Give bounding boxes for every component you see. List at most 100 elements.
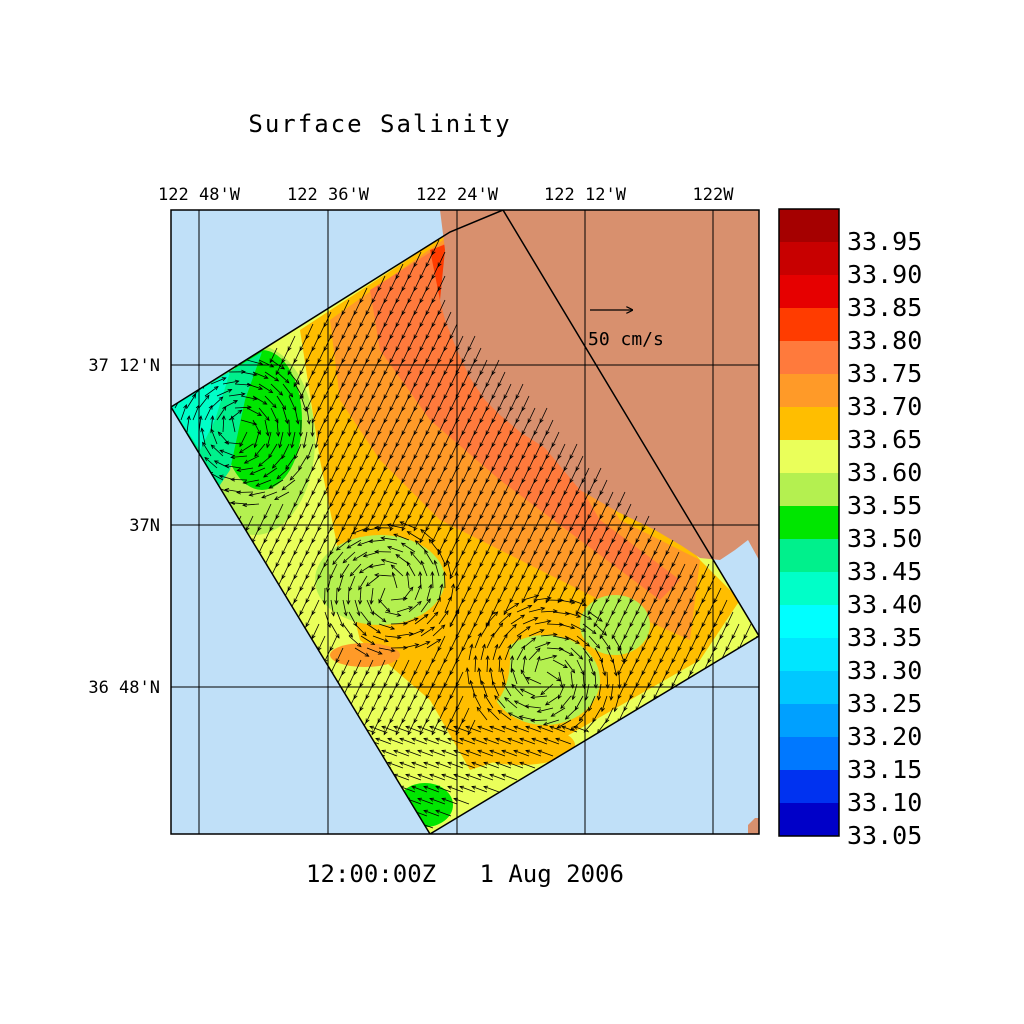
- current-vector: [353, 491, 362, 507]
- current-vector: [593, 491, 602, 507]
- current-vector: [569, 443, 578, 459]
- current-vector: [317, 443, 326, 459]
- current-vector: [353, 323, 362, 339]
- current-vector: [410, 551, 422, 565]
- current-vector: [377, 395, 386, 411]
- current-vector-head: [381, 749, 386, 754]
- current-vector: [323, 527, 332, 543]
- current-vector: [497, 587, 506, 603]
- current-vector: [437, 299, 446, 315]
- current-vector: [653, 659, 662, 675]
- current-vector-head: [447, 785, 452, 790]
- current-vector-head: [428, 583, 433, 589]
- current-vector-head: [544, 701, 550, 706]
- current-vector: [192, 405, 200, 421]
- current-vector: [299, 551, 308, 567]
- current-vector: [449, 683, 458, 699]
- current-vector: [701, 635, 710, 651]
- current-vector: [459, 738, 476, 745]
- current-vector: [447, 738, 464, 745]
- current-vector: [522, 595, 539, 601]
- current-vector: [342, 551, 356, 564]
- current-vector: [564, 635, 580, 644]
- current-vector: [437, 275, 446, 291]
- colorbar-swatch: [779, 539, 839, 573]
- current-vector-head: [595, 643, 601, 649]
- current-vector-head: [596, 695, 602, 701]
- current-vector: [329, 539, 338, 555]
- colorbar-swatch: [779, 242, 839, 276]
- current-vector: [545, 491, 554, 507]
- current-vector-head: [236, 490, 241, 495]
- current-vector: [443, 671, 452, 687]
- current-vector: [305, 515, 314, 531]
- current-vector-head: [531, 737, 536, 742]
- current-vector: [239, 431, 248, 447]
- current-vector: [743, 623, 752, 639]
- current-vector: [413, 443, 422, 459]
- current-vector: [563, 527, 572, 543]
- current-vector: [401, 395, 410, 411]
- current-vector-head: [507, 644, 512, 650]
- current-vector: [425, 467, 434, 483]
- current-vector-head: [242, 480, 248, 485]
- current-vector-head: [417, 797, 422, 802]
- colorbar-swatch: [779, 473, 839, 507]
- current-vector: [509, 443, 518, 459]
- current-vector: [360, 635, 375, 645]
- current-vector: [389, 491, 398, 507]
- current-vector: [347, 587, 350, 605]
- current-vector: [401, 347, 410, 363]
- current-vector: [641, 659, 650, 675]
- current-vector: [393, 533, 410, 541]
- current-vector: [441, 750, 458, 757]
- current-vector: [399, 762, 416, 769]
- current-vector-head: [469, 679, 474, 685]
- current-vector: [573, 726, 590, 733]
- current-vector-head: [423, 785, 428, 790]
- current-vector-head: [588, 657, 593, 662]
- current-vector: [453, 750, 470, 757]
- current-vector: [276, 467, 290, 479]
- current-vector: [513, 750, 530, 757]
- current-vector: [453, 798, 470, 805]
- current-vector-head: [420, 560, 425, 566]
- current-vector: [480, 644, 486, 661]
- current-vector: [509, 491, 518, 507]
- current-vector: [695, 575, 704, 591]
- current-vector-head: [305, 406, 310, 412]
- current-vector: [369, 726, 386, 733]
- current-vector: [281, 563, 290, 579]
- current-vector: [455, 407, 464, 423]
- current-vector: [389, 419, 398, 435]
- current-vector: [311, 479, 320, 495]
- current-vector: [405, 750, 422, 757]
- current-vector: [281, 347, 290, 363]
- current-vector: [444, 571, 446, 589]
- current-vector-head: [335, 546, 341, 551]
- current-vector: [201, 428, 206, 445]
- current-vector: [461, 563, 470, 579]
- current-vector: [683, 575, 692, 591]
- current-vector: [317, 539, 326, 555]
- current-vector: [605, 611, 614, 627]
- current-vector: [425, 299, 434, 315]
- current-vector-head: [489, 725, 494, 730]
- current-vector-head: [417, 584, 422, 590]
- current-vector: [611, 527, 620, 543]
- current-vector: [413, 491, 422, 507]
- current-vector-head: [540, 606, 546, 611]
- current-vector-head: [483, 761, 488, 766]
- current-vector: [509, 467, 518, 483]
- current-vector: [329, 323, 338, 339]
- current-vector-head: [480, 680, 485, 685]
- current-vector: [623, 647, 632, 663]
- current-vector-head: [381, 725, 386, 730]
- current-vector: [419, 671, 428, 687]
- lon-tick-label: 122 36'W: [287, 185, 370, 205]
- current-vector-head: [465, 749, 470, 754]
- current-vector: [431, 571, 434, 589]
- current-vector: [509, 539, 518, 555]
- current-vector: [461, 515, 470, 531]
- current-vector-head: [322, 600, 327, 605]
